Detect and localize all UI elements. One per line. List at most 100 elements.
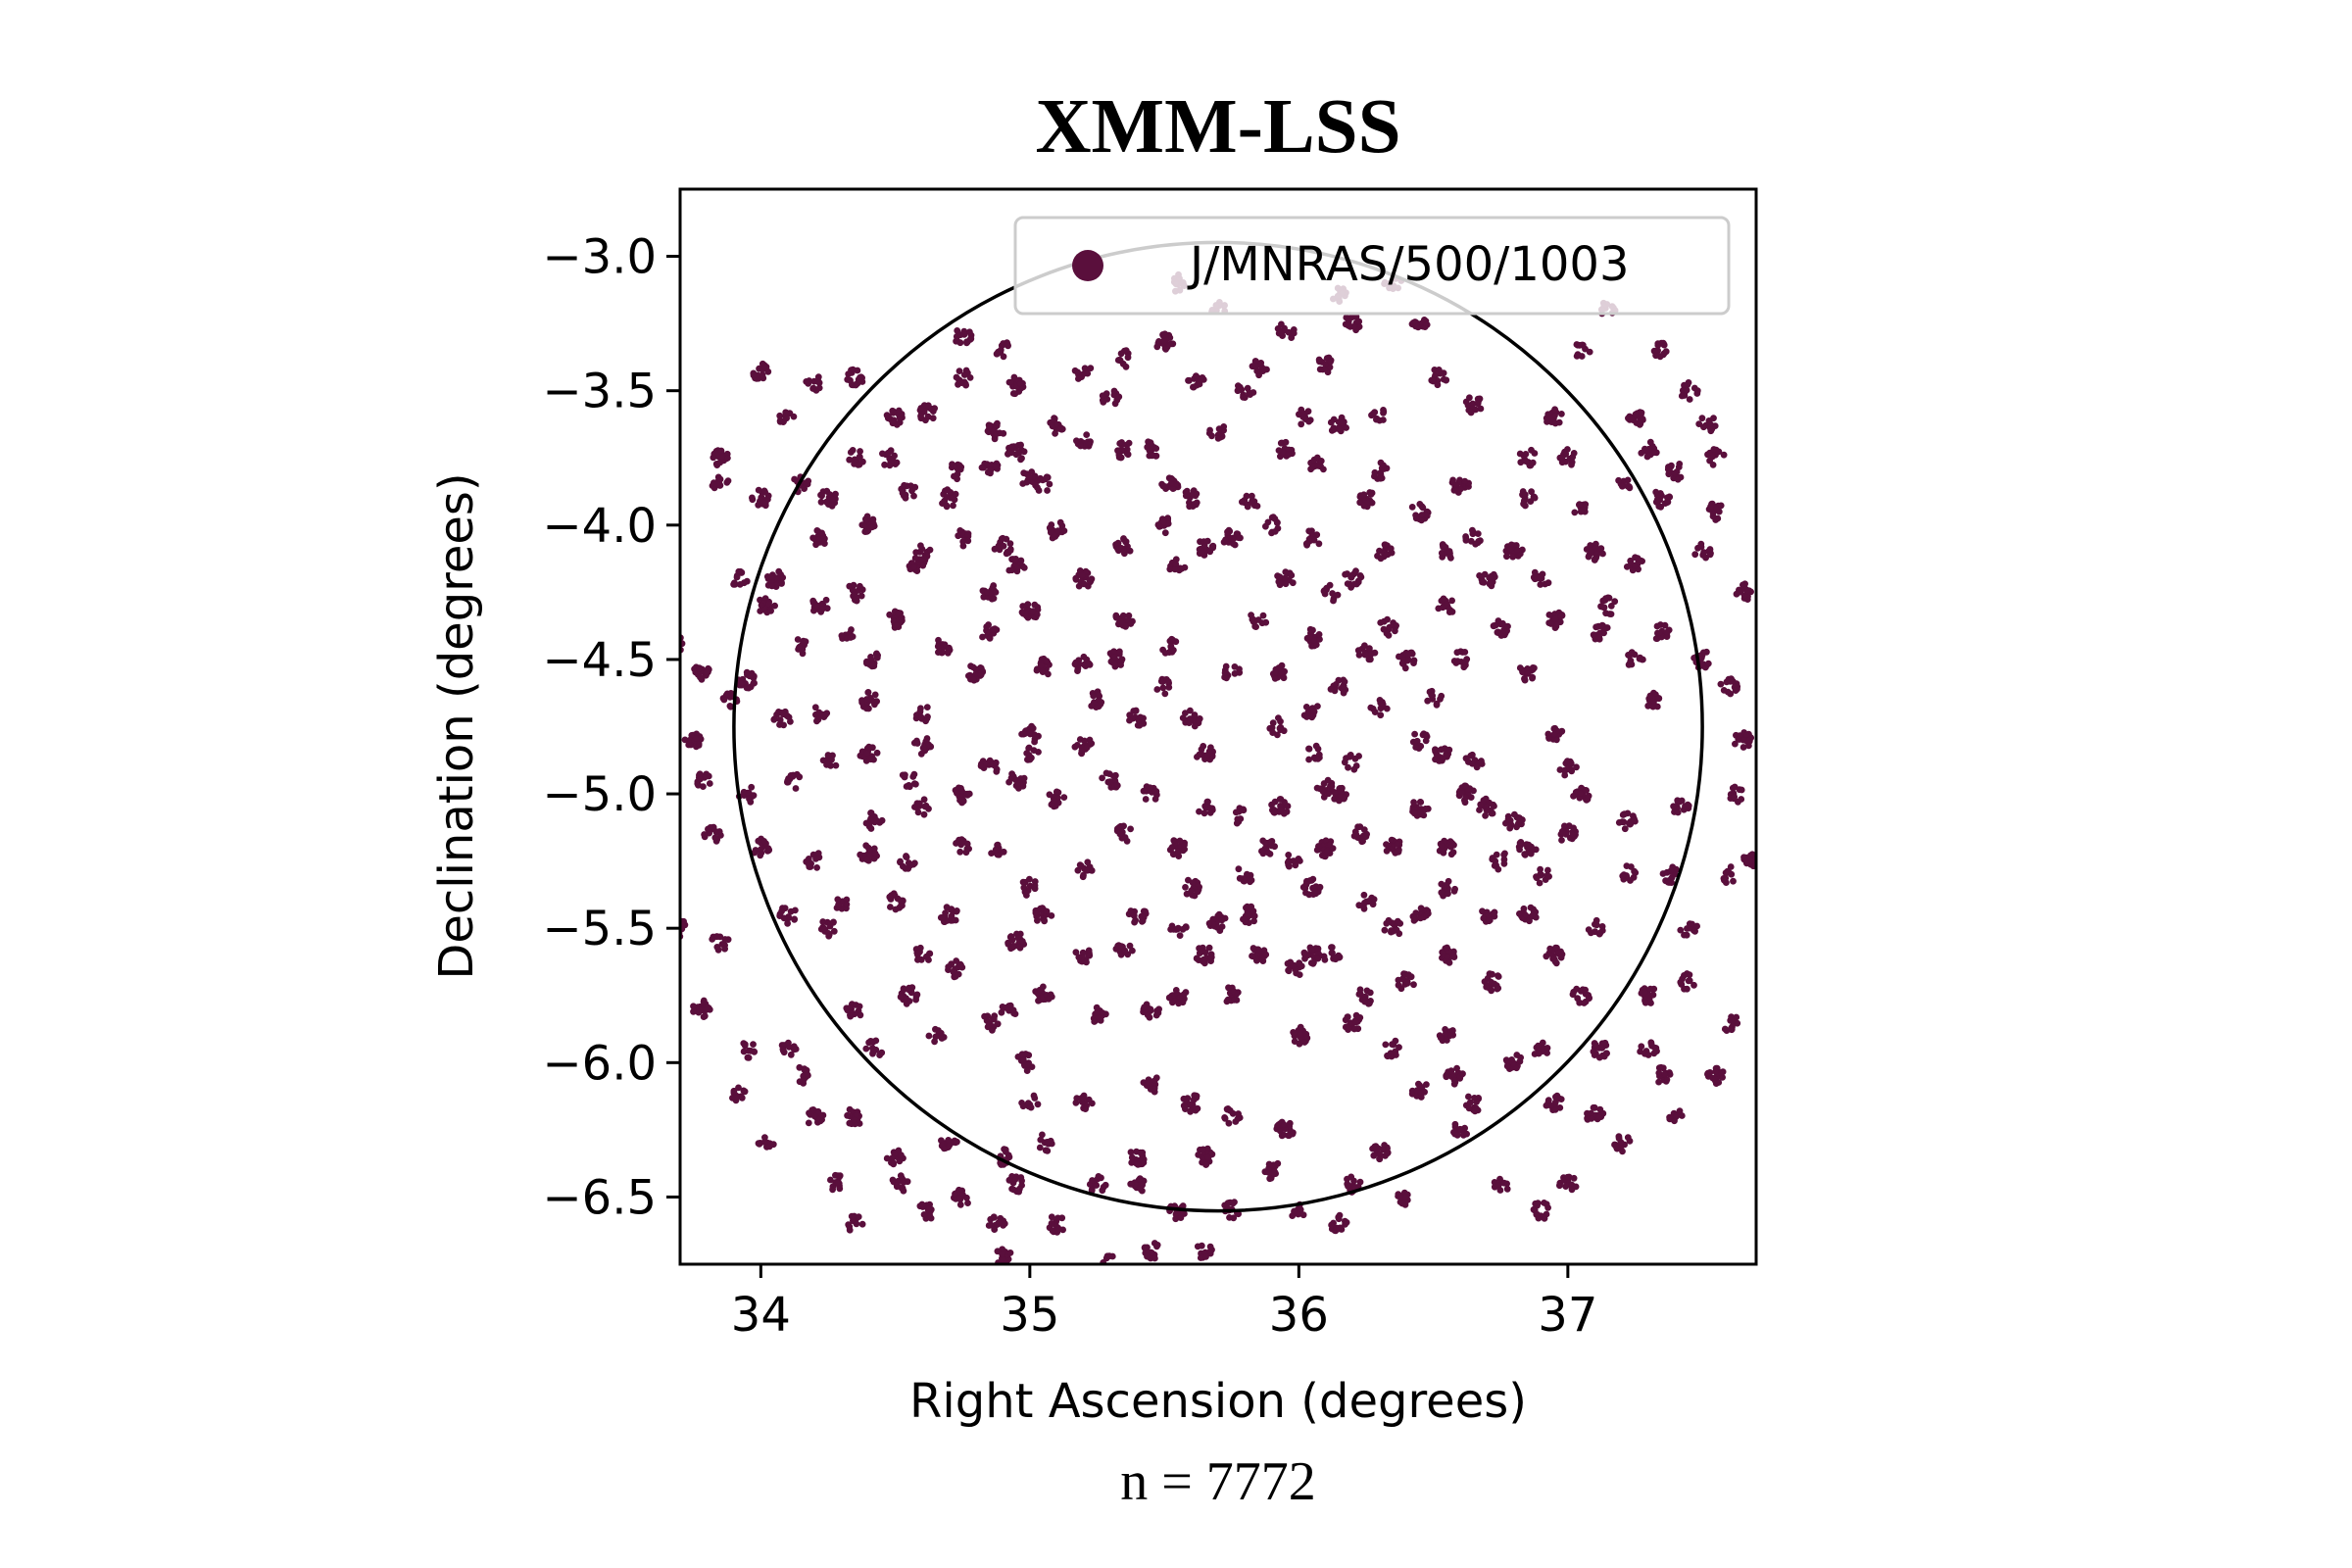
data-point — [999, 1250, 1005, 1258]
data-point — [796, 644, 803, 652]
data-point — [1393, 622, 1399, 629]
data-point — [872, 1037, 880, 1045]
data-point — [850, 1116, 858, 1124]
data-point — [1446, 843, 1454, 851]
data-point — [1350, 1177, 1357, 1185]
data-point — [1607, 603, 1615, 610]
data-point — [1456, 1125, 1464, 1133]
data-point — [952, 490, 959, 498]
data-point — [1187, 707, 1194, 714]
data-point — [765, 600, 772, 608]
source-cluster — [1491, 1175, 1511, 1194]
source-cluster — [1695, 415, 1719, 435]
data-point — [918, 556, 926, 564]
data-point — [989, 584, 997, 591]
data-point — [1139, 917, 1146, 925]
data-point — [1598, 1044, 1605, 1052]
data-point — [1130, 911, 1138, 919]
data-point — [956, 1200, 964, 1208]
source-cluster — [857, 743, 881, 764]
data-point — [846, 456, 854, 464]
data-point — [1438, 889, 1446, 897]
data-point — [1693, 922, 1700, 930]
data-point — [867, 825, 875, 832]
data-point — [1632, 869, 1640, 876]
data-point — [1193, 499, 1200, 507]
source-cluster — [1182, 487, 1200, 511]
data-point — [789, 772, 797, 780]
source-cluster — [1666, 1107, 1686, 1125]
source-cluster — [1220, 526, 1244, 549]
data-point — [1315, 631, 1323, 638]
data-point — [1080, 580, 1088, 588]
data-point — [1311, 888, 1319, 895]
source-cluster — [755, 1134, 777, 1151]
data-point — [965, 790, 973, 798]
data-point — [1558, 410, 1565, 417]
data-point — [1170, 837, 1178, 845]
data-point — [1271, 798, 1279, 806]
data-point — [847, 1012, 855, 1020]
source-cluster — [1307, 454, 1327, 473]
data-point — [796, 773, 804, 781]
chart-title: XMM-LSS — [1035, 84, 1400, 170]
source-cluster — [803, 850, 823, 871]
data-point — [1284, 803, 1292, 809]
data-point — [862, 705, 870, 712]
data-point — [932, 1033, 940, 1041]
data-point — [1265, 1160, 1273, 1168]
data-point — [864, 689, 872, 696]
source-cluster — [1556, 758, 1580, 779]
data-point — [1410, 660, 1417, 666]
source-cluster — [1014, 1051, 1036, 1074]
data-point — [1267, 838, 1275, 846]
source-cluster — [1248, 612, 1270, 630]
data-point — [1522, 911, 1529, 919]
source-cluster — [1371, 459, 1391, 482]
source-cluster — [1374, 541, 1396, 563]
data-point — [1252, 362, 1259, 369]
data-point — [1204, 1153, 1212, 1161]
data-point — [720, 696, 728, 704]
data-point — [1026, 729, 1034, 736]
data-point — [954, 907, 960, 914]
data-point — [1297, 1023, 1304, 1031]
data-point — [1200, 956, 1207, 963]
data-point — [1201, 949, 1209, 956]
data-point — [838, 632, 846, 640]
data-point — [1529, 911, 1537, 918]
data-point — [1603, 1050, 1610, 1057]
data-point — [1262, 522, 1269, 530]
data-point — [1341, 794, 1348, 802]
data-point — [696, 665, 703, 672]
source-cluster — [844, 366, 866, 389]
data-point — [1543, 1200, 1550, 1208]
source-cluster — [1350, 823, 1370, 846]
data-point — [1266, 1175, 1274, 1183]
data-point — [1544, 866, 1551, 874]
data-point — [721, 936, 729, 943]
data-point — [1720, 875, 1728, 882]
source-cluster — [857, 842, 880, 864]
data-point — [1043, 907, 1051, 915]
data-point — [1263, 366, 1270, 373]
data-point — [1384, 615, 1391, 623]
data-point — [1473, 763, 1481, 770]
data-point — [1176, 837, 1184, 845]
data-point — [1421, 316, 1428, 323]
source-cluster — [1655, 1063, 1674, 1086]
data-point — [913, 740, 921, 747]
source-cluster — [1516, 446, 1539, 469]
data-point — [1305, 535, 1313, 543]
source-cluster — [991, 534, 1014, 558]
data-point — [916, 948, 923, 956]
data-point — [956, 1195, 963, 1202]
data-point — [995, 1218, 1003, 1226]
data-point — [1193, 1093, 1200, 1100]
data-point — [1034, 1101, 1042, 1108]
data-point — [1377, 711, 1385, 719]
data-point — [1167, 475, 1175, 483]
data-point — [1025, 1052, 1033, 1059]
data-point — [1004, 340, 1011, 348]
source-cluster — [1269, 662, 1288, 682]
